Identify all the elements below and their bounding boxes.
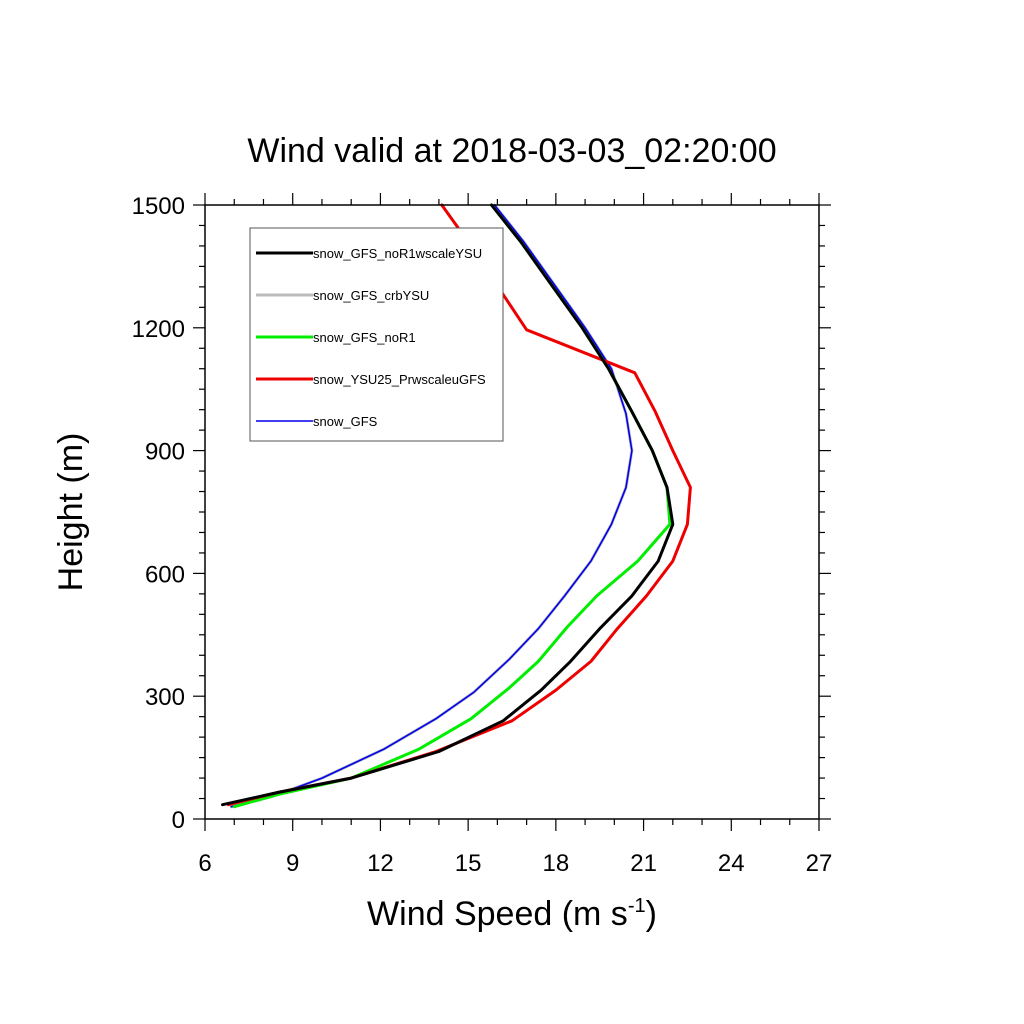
legend-label: snow_GFS: [313, 414, 378, 429]
y-tick-label: 1500: [132, 193, 185, 220]
legend-label: snow_YSU25_PrwscaleuGFS: [313, 372, 486, 387]
chart-title: Wind valid at 2018-03-03_02:20:00: [247, 132, 776, 170]
x-tick-label: 12: [367, 850, 394, 877]
legend: snow_GFS_noR1wscaleYSU snow_GFS_crbYSUsno…: [249, 227, 504, 442]
x-tick-label: 21: [630, 850, 657, 877]
x-tick-label: 15: [455, 850, 482, 877]
x-tick-label: 27: [806, 850, 833, 877]
series-line-0: [221, 203, 675, 807]
y-axis-label: Height (m): [52, 433, 90, 592]
y-tick-label: 0: [172, 807, 185, 834]
legend-label: snow_GFS_crbYSU: [313, 288, 429, 303]
series-line-4: [230, 204, 633, 808]
y-tick-label: 1200: [132, 316, 185, 343]
x-axis-label: Wind Speed (m s-1): [367, 895, 657, 933]
y-tick-label: 600: [145, 561, 185, 588]
x-axis-label-superscript: -1: [628, 895, 646, 917]
y-tick-label: 300: [145, 684, 185, 711]
legend-label: snow_GFS_noR1wscaleYSU: [313, 246, 482, 261]
x-tick-label: 9: [286, 850, 299, 877]
x-axis-label-main: Wind Speed (m s: [367, 895, 628, 933]
x-tick-label: 18: [543, 850, 570, 877]
plot-series: [221, 203, 692, 809]
x-tick-label: 24: [718, 850, 745, 877]
legend-box: [249, 227, 504, 442]
y-tick-label: 900: [145, 439, 185, 466]
x-axis-label-suffix: ): [646, 895, 657, 933]
x-tick-label: 6: [198, 850, 211, 877]
legend-label: snow_GFS_noR1: [313, 330, 416, 345]
axis-ticks: 6 9 12 15 18 21 24 27 0 300 600 900 1200 1500: [132, 193, 833, 877]
